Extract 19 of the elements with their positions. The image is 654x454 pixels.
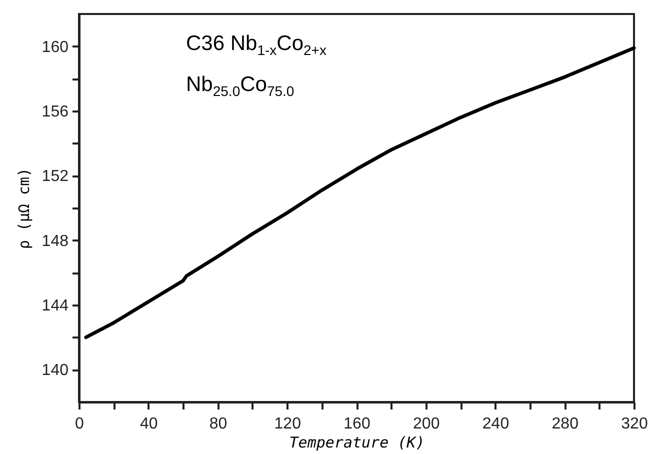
y-tick-label: 148 [42,232,69,250]
x-tick-label: 280 [552,416,579,432]
x-tick-label: 240 [482,416,510,432]
x-tick-label: 0 [75,416,84,432]
x-axis-title: Temperature (K) [289,434,425,452]
y-tick-label: 144 [42,298,69,314]
y-tick-label: 160 [42,38,69,56]
x-tick-label: 120 [274,416,302,432]
y-tick-label: 140 [42,362,69,380]
annotation: C36 Nb$_{1-x}$Co$_{2+x}$ [186,32,326,58]
y-tick-label: 156 [42,104,69,120]
x-tick-label: 40 [140,416,158,432]
annotation: Nb$_{25.0}$Co$_{75.0}$ [186,73,294,100]
x-tick-label: 200 [413,416,440,432]
y-tick-label: 152 [42,168,69,186]
x-tick-label: 160 [344,416,370,432]
y-axis-title: ρ (μΩ cm) [14,168,33,250]
x-tick-label: 320 [621,416,648,432]
x-tick-label: 80 [209,416,228,432]
